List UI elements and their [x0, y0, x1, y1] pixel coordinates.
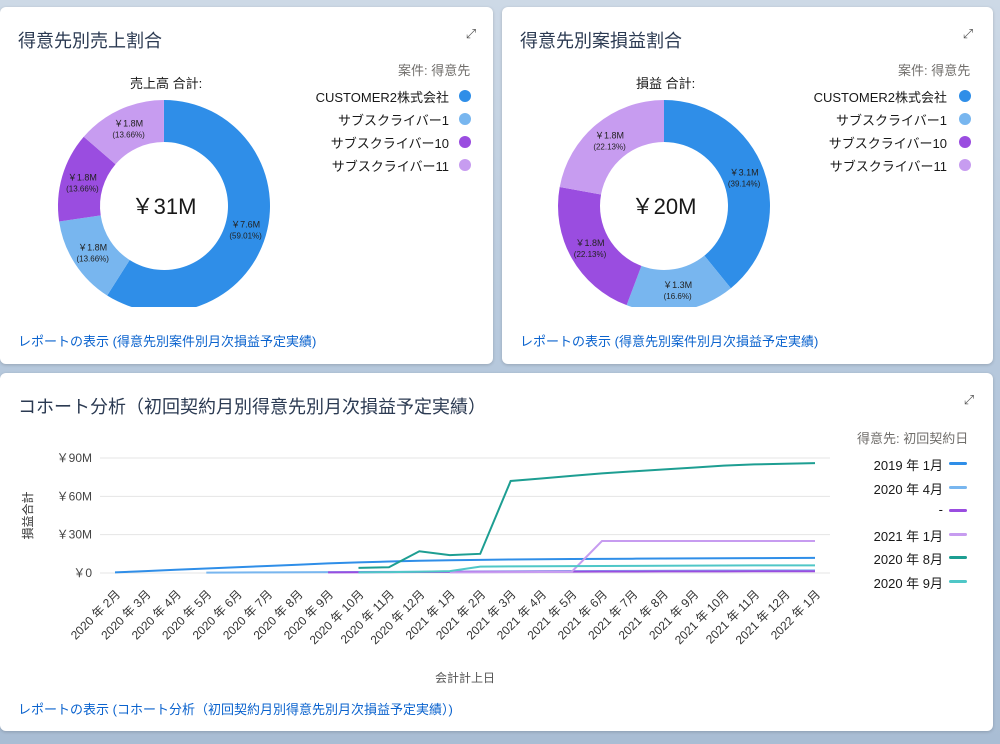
donut-slice[interactable]	[59, 215, 130, 296]
slice-value-label: ￥7.6M	[231, 220, 260, 230]
slice-percent-label: (13.66%)	[66, 184, 99, 193]
donut-chart: ￥7.6M (59.01%) ￥1.8M (13.66%) ￥1.8M (13.66%) ￥…	[58, 100, 270, 307]
chart-subtitle: 売上高 合計:	[130, 76, 203, 91]
y-axis-label: 損益合計	[20, 491, 35, 539]
donut-chart: ￥3.1M (39.14%) ￥1.3M (16.6%) ￥1.8M (22.13%) ￥1…	[558, 100, 770, 307]
report-link[interactable]: レポートの表示 (コホート分析（初回契約月別得意先別月次損益予定実績）)	[18, 702, 453, 717]
series-line[interactable]	[358, 564, 815, 574]
slice-percent-label: (39.14%)	[728, 180, 761, 189]
card-title: 得意先別案損益割合	[520, 31, 682, 51]
slice-percent-label: (59.01%)	[229, 232, 262, 241]
legend-title: 得意先: 初回契約日	[857, 431, 969, 446]
x-axis-label: 会計計上日	[435, 670, 495, 685]
legend-item[interactable]: 2020 年 9月	[873, 575, 943, 591]
legend-item[interactable]: 2021 年 1月	[873, 528, 943, 544]
legend-item[interactable]: 2020 年 8月	[873, 552, 943, 567]
report-link[interactable]: レポートの表示 (得意先別案件別月次損益予定実績)	[18, 334, 317, 349]
slice-value-label: ￥1.8M	[114, 119, 143, 129]
y-tick-label: ￥0	[73, 566, 92, 580]
legend-title: 案件: 得意先	[898, 63, 971, 78]
series-line[interactable]	[114, 556, 816, 574]
legend-item[interactable]: サブスクライバー10	[828, 136, 947, 151]
sales-share-card: 得意先別売上割合 ⤢ 売上高 合計: ￥7.6M (59.01%) ￥1.8M (13…	[0, 7, 493, 364]
donut-center-total: ￥31M	[132, 194, 197, 219]
series-line[interactable]	[449, 540, 815, 574]
legend-item[interactable]: -	[938, 502, 943, 517]
donut-slice[interactable]	[626, 255, 731, 307]
legend-item[interactable]: サブスクライバー1	[338, 113, 449, 128]
expand-icon[interactable]: ⤢	[962, 26, 974, 41]
y-tick-label: ￥30M	[57, 528, 92, 542]
card-title: コホート分析（初回契約月別得意先別月次損益予定実績）	[18, 397, 486, 417]
legend-item[interactable]: CUSTOMER2株式会社	[813, 90, 947, 105]
report-link[interactable]: レポートの表示 (得意先別案件別月次損益予定実績)	[520, 334, 819, 349]
legend-item[interactable]: サブスクライバー11	[829, 159, 947, 174]
legend-item[interactable]: サブスクライバー11	[331, 159, 449, 174]
profit-share-card: 得意先別案損益割合 ⤢ 損益 合計: ￥3.1M (39.14%) ￥1.3M (16…	[502, 7, 993, 364]
slice-percent-label: (22.13%)	[574, 250, 607, 259]
legend-color-dot	[459, 159, 471, 171]
slice-value-label: ￥1.8M	[68, 172, 97, 182]
legend-color-line	[949, 485, 967, 489]
donut-slice[interactable]	[107, 100, 270, 307]
legend-color-dot	[959, 113, 971, 125]
donut-slice[interactable]	[58, 136, 116, 222]
donut-slice[interactable]	[559, 100, 664, 195]
cohort-analysis-card: コホート分析（初回契約月別得意先別月次損益予定実績） ⤢ ￥0 ￥30M ￥60M ￥…	[0, 373, 993, 731]
legend-color-line	[949, 509, 967, 512]
chart-subtitle: 損益 合計:	[636, 76, 696, 91]
legend-color-line	[949, 532, 967, 536]
legend-color-dot	[959, 159, 971, 171]
expand-icon[interactable]: ⤢	[963, 392, 975, 407]
donut-slice[interactable]	[664, 100, 770, 289]
legend-color-dot	[959, 136, 971, 148]
legend-color-line	[949, 579, 967, 583]
donut-slice[interactable]	[83, 100, 164, 165]
slice-value-label: ￥3.1M	[730, 168, 759, 178]
expand-icon[interactable]: ⤢	[465, 26, 477, 41]
legend-color-dot	[459, 113, 471, 125]
legend-item[interactable]: サブスクライバー10	[330, 136, 449, 151]
legend-item[interactable]: 2019 年 1月	[873, 458, 943, 473]
legend-item[interactable]: サブスクライバー1	[836, 113, 947, 128]
legend-item[interactable]: 2020 年 4月	[873, 481, 943, 497]
legend-color-line	[949, 556, 967, 559]
y-tick-label: ￥90M	[57, 451, 92, 465]
slice-value-label: ￥1.8M	[595, 131, 624, 141]
slice-value-label: ￥1.8M	[78, 242, 107, 252]
y-tick-label: ￥60M	[57, 489, 92, 503]
slice-value-label: ￥1.8M	[576, 238, 605, 248]
card-title: 得意先別売上割合	[18, 31, 162, 51]
slice-percent-label: (13.66%)	[76, 254, 109, 263]
slice-percent-label: (16.6%)	[664, 292, 692, 301]
slice-percent-label: (13.66%)	[112, 131, 145, 140]
legend-item[interactable]: CUSTOMER2株式会社	[315, 90, 449, 105]
donut-center-total: ￥20M	[632, 194, 697, 219]
legend-title: 案件: 得意先	[398, 63, 471, 78]
slice-percent-label: (22.13%)	[593, 143, 626, 152]
legend-color-dot	[459, 90, 471, 102]
slice-value-label: ￥1.3M	[663, 280, 692, 290]
series-line[interactable]	[358, 462, 816, 569]
legend-color-dot	[959, 90, 971, 102]
legend-color-line	[949, 462, 967, 465]
donut-slice[interactable]	[558, 186, 642, 306]
legend-color-dot	[459, 136, 471, 148]
